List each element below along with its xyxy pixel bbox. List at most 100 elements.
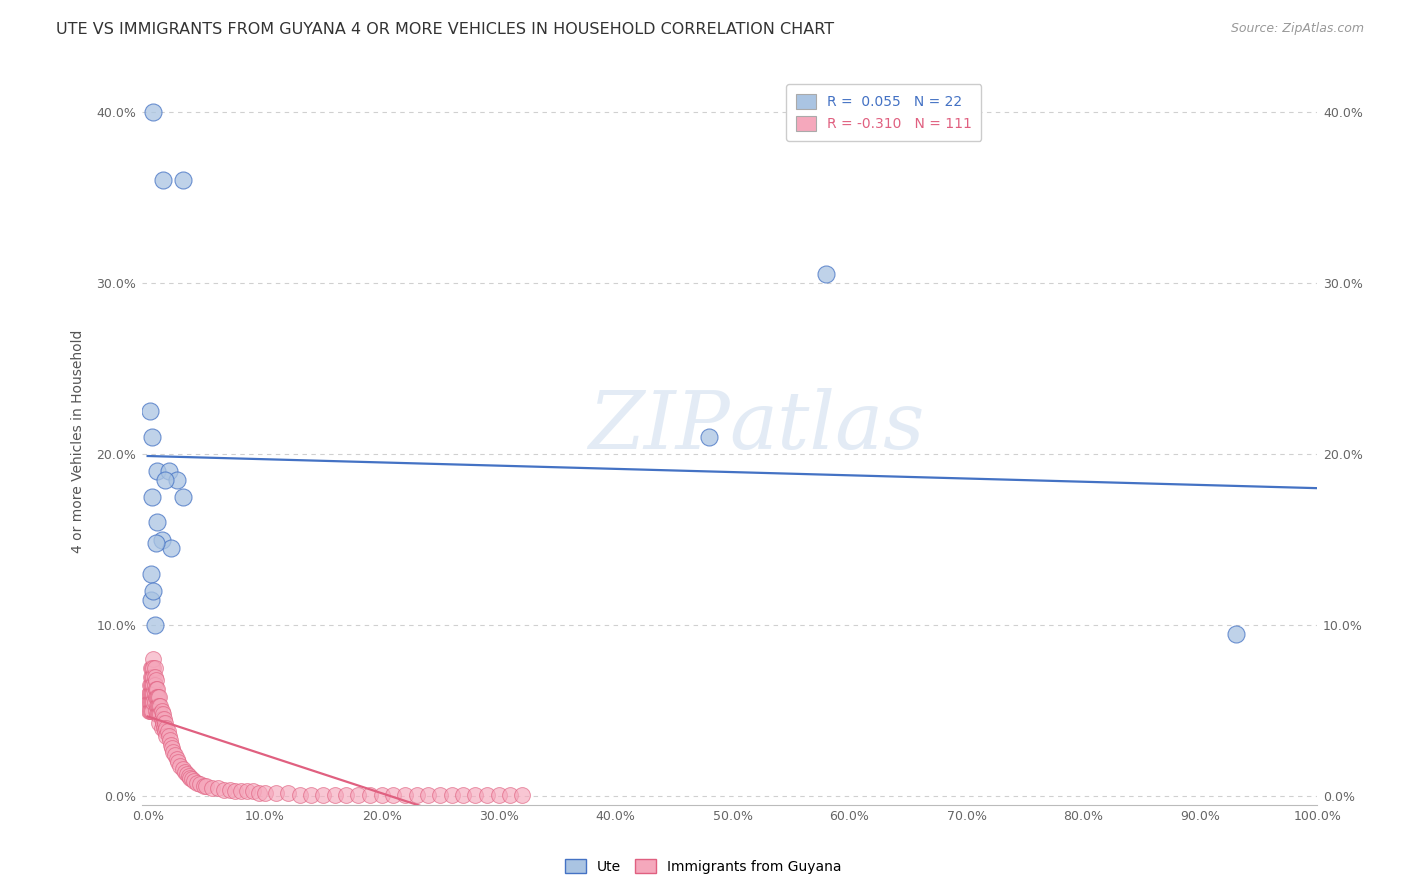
Point — [141, 430, 163, 444]
Point — [141, 669, 163, 683]
Point — [160, 741, 183, 756]
Point — [142, 687, 165, 701]
Point — [141, 704, 163, 718]
Point — [347, 788, 370, 802]
Point — [139, 695, 162, 709]
Point — [253, 786, 276, 800]
Point — [145, 536, 167, 550]
Point — [139, 669, 162, 683]
Point — [163, 748, 186, 763]
Point — [148, 715, 170, 730]
Point — [429, 788, 451, 802]
Point — [323, 788, 346, 802]
Point — [142, 652, 165, 666]
Point — [499, 788, 522, 802]
Point — [150, 721, 173, 735]
Point — [146, 707, 169, 722]
Point — [145, 681, 167, 696]
Point — [146, 707, 169, 722]
Point — [156, 724, 179, 739]
Point — [218, 782, 240, 797]
Text: atlas: atlas — [730, 388, 925, 466]
Point — [141, 678, 163, 692]
Point — [141, 661, 163, 675]
Point — [153, 473, 176, 487]
Text: Source: ZipAtlas.com: Source: ZipAtlas.com — [1230, 22, 1364, 36]
Point — [201, 780, 224, 795]
Point — [277, 786, 299, 800]
Point — [142, 584, 165, 599]
Point — [143, 687, 166, 701]
Point — [139, 661, 162, 675]
Point — [141, 687, 163, 701]
Point — [195, 779, 218, 793]
Point — [142, 104, 165, 119]
Point — [162, 745, 184, 759]
Point — [179, 771, 201, 785]
Text: ZIP: ZIP — [588, 388, 730, 466]
Point — [440, 788, 463, 802]
Point — [382, 788, 405, 802]
Point — [146, 698, 169, 713]
Point — [146, 516, 169, 530]
Point — [145, 704, 167, 718]
Point — [159, 732, 181, 747]
Point — [176, 767, 198, 781]
Point — [181, 772, 204, 787]
Legend: R =  0.055   N = 22, R = -0.310   N = 111: R = 0.055 N = 22, R = -0.310 N = 111 — [786, 85, 981, 141]
Point — [139, 566, 162, 581]
Point — [150, 712, 173, 726]
Point — [139, 687, 162, 701]
Point — [212, 782, 235, 797]
Point — [266, 786, 288, 800]
Point — [146, 698, 169, 713]
Point — [174, 765, 197, 780]
Point — [475, 788, 498, 802]
Point — [166, 752, 188, 766]
Point — [149, 698, 172, 713]
Point — [142, 669, 165, 683]
Point — [186, 775, 208, 789]
Point — [157, 464, 180, 478]
Point — [167, 755, 190, 769]
Point — [146, 464, 169, 478]
Y-axis label: 4 or more Vehicles in Household: 4 or more Vehicles in Household — [72, 329, 86, 553]
Point — [193, 779, 215, 793]
Point — [138, 695, 160, 709]
Point — [207, 780, 229, 795]
Point — [236, 784, 259, 798]
Point — [172, 762, 194, 776]
Point — [155, 730, 177, 744]
Point — [464, 788, 486, 802]
Point — [139, 678, 162, 692]
Point — [153, 715, 176, 730]
Point — [288, 788, 311, 802]
Point — [149, 707, 172, 722]
Point — [148, 698, 170, 713]
Point — [177, 769, 200, 783]
Point — [418, 788, 440, 802]
Point — [139, 592, 162, 607]
Point — [242, 784, 264, 798]
Point — [138, 687, 160, 701]
Point — [247, 786, 270, 800]
Point — [148, 707, 170, 722]
Point — [160, 738, 183, 752]
Point — [188, 777, 211, 791]
Point — [145, 673, 167, 687]
Point — [152, 173, 174, 187]
Point — [1225, 626, 1247, 640]
Point — [142, 661, 165, 675]
Point — [142, 695, 165, 709]
Text: UTE VS IMMIGRANTS FROM GUYANA 4 OR MORE VEHICLES IN HOUSEHOLD CORRELATION CHART: UTE VS IMMIGRANTS FROM GUYANA 4 OR MORE … — [56, 22, 834, 37]
Point — [488, 788, 510, 802]
Point — [152, 715, 174, 730]
Point — [143, 661, 166, 675]
Point — [153, 712, 176, 726]
Point — [143, 669, 166, 683]
Point — [231, 784, 253, 798]
Point — [138, 704, 160, 718]
Point — [143, 695, 166, 709]
Point — [335, 788, 357, 802]
Point — [510, 788, 533, 802]
